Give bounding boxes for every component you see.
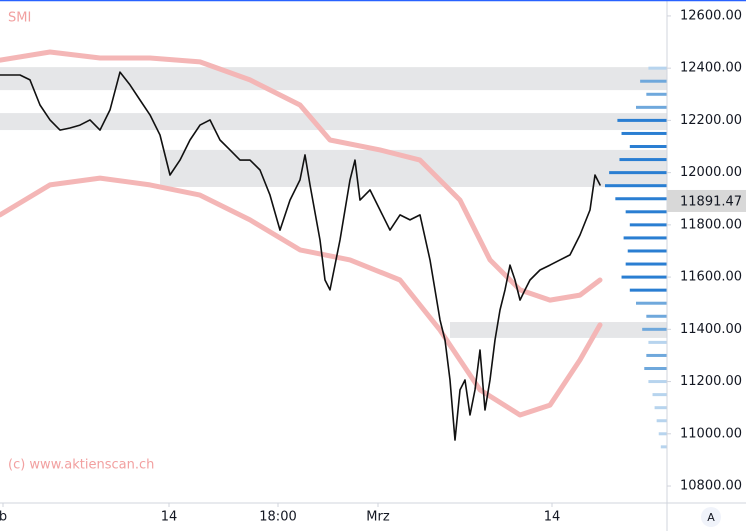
volume-bar — [623, 236, 667, 240]
symbol: SMI — [8, 11, 31, 26]
y-tick-label: 11800.00 — [680, 217, 742, 232]
volume-bar — [625, 262, 667, 266]
y-tick-label: 12400.00 — [680, 61, 742, 76]
volume-bar — [642, 327, 667, 331]
x-tick-label: 18:00 — [259, 510, 296, 525]
price-line — [0, 71, 601, 441]
volume-bar — [654, 406, 667, 410]
volume-bar — [609, 171, 667, 175]
volume-bar — [629, 288, 667, 292]
volume-bar — [658, 432, 667, 436]
volume-bar — [648, 340, 667, 344]
y-tick-label: 12200.00 — [680, 113, 742, 128]
volume-bar — [621, 131, 667, 135]
volume-bar — [636, 105, 667, 109]
volume-bar — [640, 79, 667, 83]
y-tick-label: 10800.00 — [680, 479, 742, 494]
last-price-label: 11891.47 — [680, 194, 742, 209]
band-line — [0, 175, 603, 418]
watermark: (c) www.aktienscan.ch — [8, 458, 154, 473]
x-tick-label: Mrz — [366, 510, 390, 525]
volume-bar — [656, 419, 667, 423]
volume-bar — [646, 92, 667, 96]
y-tick-label: 11600.00 — [680, 270, 742, 285]
volume-bar — [629, 145, 667, 149]
y-tick-label: 12000.00 — [680, 165, 742, 180]
auto-scale-button[interactable] — [701, 507, 721, 527]
volume-bar — [629, 223, 667, 227]
auto-scale-label[interactable]: A — [707, 511, 715, 524]
volume-bar — [627, 249, 667, 253]
volume-bar — [646, 353, 667, 357]
y-tick-label: 11400.00 — [680, 322, 742, 337]
price-zone — [0, 67, 667, 91]
volume-bar — [617, 118, 667, 122]
volume-bar — [615, 197, 667, 201]
y-tick-label: 11200.00 — [680, 374, 742, 389]
volume-bar — [648, 380, 667, 384]
volume-bar — [636, 301, 667, 305]
x-tick-label: b — [0, 510, 7, 525]
y-tick-label: 12600.00 — [680, 8, 742, 23]
x-tick-label: 14 — [544, 510, 561, 525]
volume-bar — [660, 445, 667, 449]
volume-bar — [605, 184, 667, 188]
volume-bar — [625, 210, 667, 214]
y-tick-label: 11000.00 — [680, 426, 742, 441]
last-price-box — [667, 189, 746, 212]
volume-bar — [621, 275, 667, 279]
volume-bar — [648, 66, 667, 70]
volume-bar — [646, 314, 667, 318]
x-tick-label: 14 — [161, 510, 178, 525]
band-line — [0, 49, 603, 303]
price-zone — [450, 322, 667, 338]
price-zone — [0, 113, 667, 131]
volume-bar — [619, 158, 667, 162]
volume-bar — [644, 367, 667, 371]
volume-bar — [652, 393, 667, 397]
